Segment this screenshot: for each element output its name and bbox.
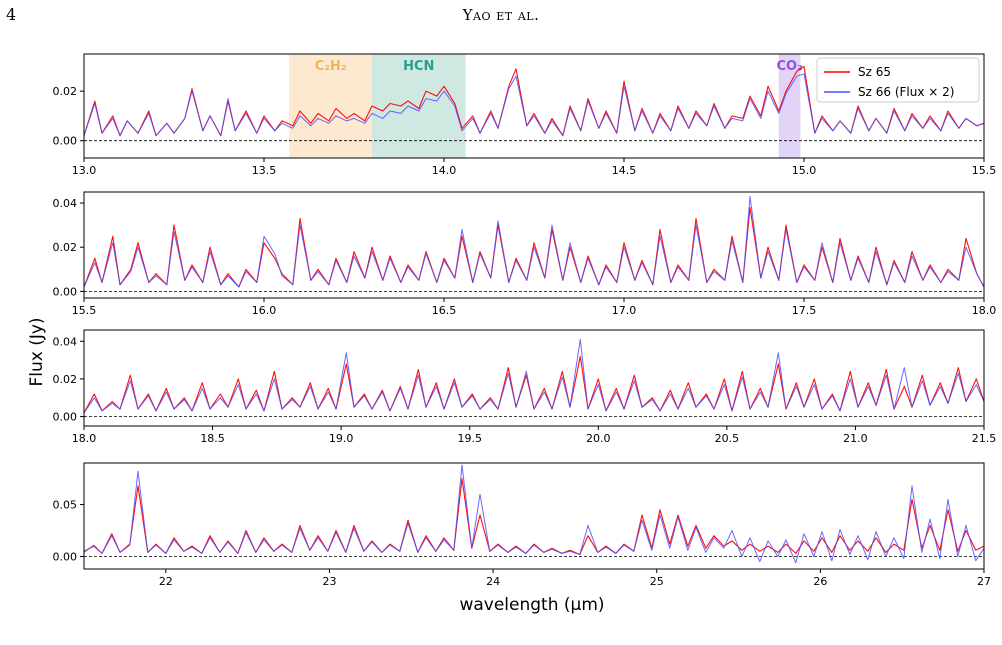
x-tick-label: 15.5: [972, 164, 997, 177]
x-tick-label: 19.5: [457, 432, 482, 445]
y-axis-label: Flux (Jy): [27, 317, 47, 386]
region-label-1: C₂H₂: [315, 59, 347, 74]
axes-frame: [83, 191, 985, 299]
y-tick-label: 0.04: [53, 335, 78, 348]
x-tick-label: 18.5: [200, 432, 225, 445]
x-tick-label: 21.5: [972, 432, 997, 445]
x-tick-label: 16.0: [252, 304, 277, 317]
y-tick-label: 0.00: [53, 411, 78, 424]
axes-frame: [83, 462, 985, 570]
series-line-sz65: [83, 355, 985, 414]
y-tick-label: 0.04: [53, 197, 78, 210]
legend-box: [816, 57, 980, 103]
y-tick-label: 0.00: [53, 285, 78, 298]
y-tick-label: 0.02: [53, 241, 78, 254]
x-axis-label: wavelength (μm): [459, 595, 604, 615]
series-line-sz66: [83, 195, 985, 288]
series-line-sz66: [83, 73, 985, 137]
x-tick-label: 14.0: [432, 164, 457, 177]
x-tick-label: 18.0: [972, 304, 997, 317]
x-tick-label: 15.5: [72, 304, 97, 317]
x-tick-label: 20.0: [586, 432, 611, 445]
series-line-sz66: [83, 338, 985, 414]
x-tick-label: 18.0: [72, 432, 97, 445]
y-tick-label: 0.05: [53, 499, 78, 512]
x-tick-label: 16.5: [432, 304, 457, 317]
panel-4: 22 23 24 25 26 27 0.00 0.05: [53, 462, 991, 588]
x-tick-label: 27: [977, 575, 991, 588]
x-tick-label: 22: [159, 575, 173, 588]
x-tick-label: 17.5: [792, 304, 817, 317]
legend-label-2: Sz 66 (Flux × 2): [858, 85, 954, 99]
panel-2: 15.5 16.0 16.5 17.0 17.5 18.0 0.00 0.02 0.04: [53, 191, 997, 317]
x-tick-label: 19.0: [329, 432, 354, 445]
x-tick-label: 23: [322, 575, 336, 588]
region-label-3: CO₂: [776, 59, 802, 74]
x-tick-label: 21.0: [843, 432, 868, 445]
series-line-sz65: [83, 478, 985, 556]
region-label-2: HCN: [403, 59, 434, 74]
panel-1: C₂H₂ HCN CO₂ 13.0 13.5 14.0 14.5 15.0 15.5 0.00 0.…: [53, 53, 997, 177]
x-tick-label: 15.0: [792, 164, 817, 177]
x-tick-label: 25: [650, 575, 664, 588]
legend-label-1: Sz 65: [858, 65, 891, 79]
x-tick-label: 13.5: [252, 164, 277, 177]
spectrum-panels: C₂H₂ HCN CO₂ 13.0 13.5 14.0 14.5 15.0 15.5 0.00 0.…: [53, 53, 997, 588]
y-tick-label: 0.02: [53, 373, 78, 386]
axes-frame: [83, 329, 985, 427]
y-tick-label: 0.02: [53, 85, 78, 98]
legend: Sz 65 Sz 66 (Flux × 2): [816, 57, 980, 103]
x-tick-label: 20.5: [715, 432, 740, 445]
x-tick-label: 24: [486, 575, 500, 588]
x-tick-label: 26: [813, 575, 827, 588]
axes-frame: [83, 53, 985, 159]
page-number: 4: [6, 5, 16, 24]
y-tick-label: 0.00: [53, 135, 78, 148]
x-tick-label: 13.0: [72, 164, 97, 177]
x-tick-label: 14.5: [612, 164, 637, 177]
series-line-sz66: [83, 464, 985, 564]
running-title: Yao et al.: [462, 6, 540, 24]
panel-3: 18.0 18.5 19.0 19.5 20.0 20.5 21.0 21.5 0.00 0.02…: [53, 329, 997, 445]
x-tick-label: 17.0: [612, 304, 637, 317]
y-tick-label: 0.00: [53, 551, 78, 564]
